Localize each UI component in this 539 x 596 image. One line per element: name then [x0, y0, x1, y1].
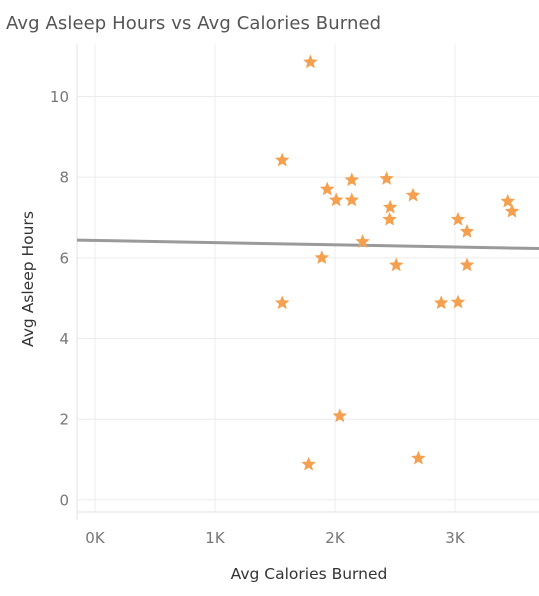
x-tick-label: 1K — [205, 529, 226, 547]
data-point-star[interactable] — [388, 257, 404, 272]
y-tick-label: 4 — [59, 330, 69, 348]
y-tick-label: 6 — [59, 249, 69, 267]
data-point-star[interactable] — [382, 211, 397, 226]
data-points — [274, 54, 520, 471]
data-point-star[interactable] — [411, 450, 426, 465]
tick-labels: 0K 1K 2K 3K 0 2 4 6 8 10 — [50, 88, 466, 547]
data-point-star[interactable] — [450, 294, 466, 309]
data-point-star[interactable] — [301, 456, 316, 471]
data-point-star[interactable] — [382, 199, 398, 214]
data-point-star[interactable] — [332, 408, 348, 423]
y-tick-label: 8 — [59, 169, 69, 187]
y-tick-label: 10 — [50, 88, 69, 106]
data-point-star[interactable] — [274, 152, 290, 167]
data-point-star[interactable] — [504, 203, 520, 218]
data-point-star[interactable] — [314, 250, 330, 264]
data-point-star[interactable] — [450, 211, 466, 226]
data-point-star[interactable] — [459, 224, 475, 238]
y-tick-label: 2 — [59, 411, 69, 429]
axes — [76, 44, 539, 520]
data-point-star[interactable] — [379, 171, 394, 185]
y-tick-label: 0 — [59, 491, 69, 509]
x-tick-label: 2K — [325, 529, 346, 547]
data-point-star[interactable] — [459, 257, 475, 272]
data-point-star[interactable] — [319, 181, 335, 196]
trend-line-group — [76, 238, 539, 251]
grid-lines — [77, 44, 539, 512]
data-point-star[interactable] — [355, 234, 370, 248]
y-axis-title: Avg Asleep Hours — [19, 211, 37, 347]
data-point-star[interactable] — [344, 172, 360, 187]
x-tick-label: 3K — [445, 529, 466, 547]
x-axis-title: Avg Calories Burned — [231, 565, 388, 583]
trend-line — [76, 238, 539, 251]
data-point-star[interactable] — [344, 192, 360, 207]
data-point-star[interactable] — [500, 193, 516, 208]
chart-title: Avg Asleep Hours vs Avg Calories Burned — [6, 13, 382, 34]
data-point-star[interactable] — [433, 295, 449, 310]
x-tick-label: 0K — [85, 529, 106, 547]
data-point-star[interactable] — [303, 54, 318, 69]
data-point-star[interactable] — [328, 192, 344, 207]
data-point-star[interactable] — [405, 187, 421, 202]
data-point-star[interactable] — [274, 295, 290, 310]
